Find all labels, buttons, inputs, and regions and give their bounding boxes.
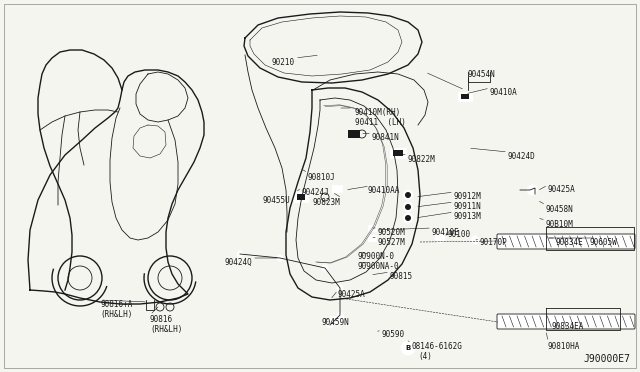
Circle shape xyxy=(401,341,415,355)
Text: (4): (4) xyxy=(418,352,432,361)
Circle shape xyxy=(471,236,479,244)
Text: 08146-6162G: 08146-6162G xyxy=(412,342,463,351)
Circle shape xyxy=(435,233,445,243)
Text: J90000E7: J90000E7 xyxy=(583,354,630,364)
Text: 90900NA-0: 90900NA-0 xyxy=(358,262,399,271)
Text: 90410E: 90410E xyxy=(432,228,460,237)
Bar xyxy=(368,225,376,231)
Text: 90520M: 90520M xyxy=(378,228,406,237)
Text: 90834EA: 90834EA xyxy=(552,322,584,331)
FancyBboxPatch shape xyxy=(497,314,635,329)
Text: 90605W: 90605W xyxy=(590,238,618,247)
Text: 90810J: 90810J xyxy=(308,173,336,182)
Bar xyxy=(330,316,342,324)
Circle shape xyxy=(327,322,333,328)
Text: B: B xyxy=(405,345,411,351)
Text: 90454N: 90454N xyxy=(468,70,496,79)
Text: 90100: 90100 xyxy=(448,230,471,239)
Text: 90410AA: 90410AA xyxy=(368,186,401,195)
Text: (RH&LH): (RH&LH) xyxy=(150,325,182,334)
Text: 90815: 90815 xyxy=(390,272,413,281)
Circle shape xyxy=(337,312,343,318)
Bar xyxy=(390,148,406,158)
Text: 90458N: 90458N xyxy=(546,205,573,214)
Text: (RH&LH): (RH&LH) xyxy=(100,310,132,319)
Text: 90841N: 90841N xyxy=(372,133,400,142)
Bar xyxy=(348,130,360,138)
Bar xyxy=(461,94,469,99)
Text: 90900N-0: 90900N-0 xyxy=(358,252,395,261)
Text: 90913M: 90913M xyxy=(454,212,482,221)
Text: 90B10M: 90B10M xyxy=(546,220,573,229)
Text: 90424J: 90424J xyxy=(302,188,330,197)
Text: 90912M: 90912M xyxy=(454,192,482,201)
Text: 90411  (LH): 90411 (LH) xyxy=(355,118,406,127)
Circle shape xyxy=(405,215,411,221)
Circle shape xyxy=(322,265,328,271)
Circle shape xyxy=(405,204,411,210)
Text: 90822M: 90822M xyxy=(408,155,436,164)
Text: 90459N: 90459N xyxy=(322,318,349,327)
Circle shape xyxy=(527,185,537,195)
Circle shape xyxy=(337,285,343,291)
Bar xyxy=(294,192,308,202)
Text: 90210: 90210 xyxy=(272,58,295,67)
Bar xyxy=(332,185,342,192)
Text: 90425A: 90425A xyxy=(338,290,365,299)
Text: 90816+A: 90816+A xyxy=(100,300,132,309)
Text: 90816: 90816 xyxy=(150,315,173,324)
Circle shape xyxy=(335,315,345,325)
Bar xyxy=(368,235,376,241)
Text: 90410M(RH): 90410M(RH) xyxy=(355,108,401,117)
Circle shape xyxy=(405,192,411,198)
Text: 90911N: 90911N xyxy=(454,202,482,211)
Bar xyxy=(393,150,403,156)
Text: 90170P: 90170P xyxy=(480,238,508,247)
Text: 90823M: 90823M xyxy=(312,198,340,207)
Circle shape xyxy=(403,190,413,200)
Text: 90834E: 90834E xyxy=(556,238,584,247)
Text: 90424Q: 90424Q xyxy=(224,258,252,267)
FancyBboxPatch shape xyxy=(497,234,635,249)
Text: 90410A: 90410A xyxy=(490,88,518,97)
Bar xyxy=(297,194,305,200)
Text: 90425A: 90425A xyxy=(548,185,576,194)
Bar xyxy=(458,92,472,101)
Text: 90424D: 90424D xyxy=(508,152,536,161)
Text: 90527M: 90527M xyxy=(378,238,406,247)
Text: 90810HA: 90810HA xyxy=(548,342,580,351)
Circle shape xyxy=(277,255,283,261)
Circle shape xyxy=(237,251,243,257)
Text: 90455U: 90455U xyxy=(262,196,290,205)
Text: 90590: 90590 xyxy=(382,330,405,339)
Circle shape xyxy=(403,213,413,223)
Circle shape xyxy=(403,202,413,212)
